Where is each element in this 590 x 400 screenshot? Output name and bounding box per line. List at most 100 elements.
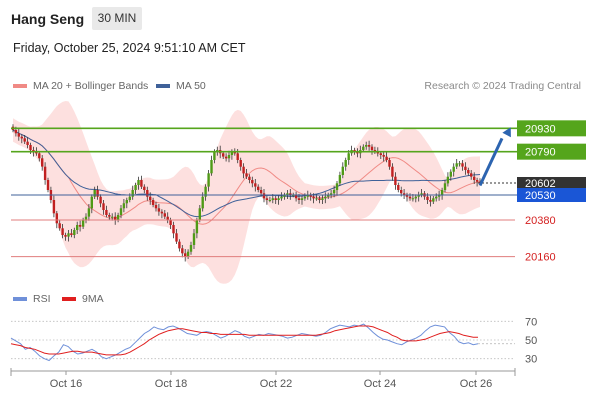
x-tick-label: Oct 26 (460, 378, 492, 390)
candle-body (329, 193, 333, 195)
candle-body (379, 153, 382, 155)
candle-body (55, 213, 58, 224)
legend-ma20: MA 20 + Bollinger Bands (13, 80, 148, 92)
time-axis: Oct 16 Oct 18 Oct 22 Oct 24 Oct 26 (10, 368, 516, 390)
candle-body (213, 151, 216, 160)
last-price-label: 20602 (525, 178, 556, 190)
candle-body (52, 200, 56, 214)
legend-ma50: MA 50 (156, 80, 206, 92)
candle-body (90, 196, 93, 209)
candle-body (437, 195, 441, 197)
candle-body (160, 211, 164, 214)
candle-body (76, 225, 79, 230)
candle-body (449, 171, 452, 177)
candle-body (93, 190, 96, 197)
candle-body (84, 216, 88, 220)
candle-body (344, 160, 347, 167)
candle-body (353, 150, 356, 152)
candle-body (154, 205, 158, 209)
candle-body (227, 155, 231, 159)
candle-body (119, 208, 123, 215)
candle-body (248, 176, 251, 180)
candle-body (64, 235, 67, 237)
candle-body (239, 160, 242, 167)
candle-body (146, 190, 149, 197)
candle-body (391, 166, 394, 177)
candle-body (143, 186, 146, 190)
x-tick-label: Oct 22 (260, 378, 292, 390)
rsi-line (10, 323, 479, 362)
candle-body (29, 145, 32, 150)
support-1-label: 20380 (525, 215, 556, 227)
candle-body (475, 180, 479, 182)
candle-body (192, 233, 196, 245)
candle-body (122, 203, 126, 209)
candle-body (300, 198, 304, 200)
candle-body (327, 195, 330, 197)
timeframe-button[interactable]: 30 MIN (92, 7, 142, 30)
candle-body (245, 173, 248, 177)
candle-body (198, 208, 201, 220)
candle-body (149, 196, 152, 200)
candle-body (473, 176, 476, 180)
candle-body (338, 175, 342, 184)
candle-body (23, 138, 26, 142)
candle-body (394, 176, 397, 185)
candle-body (175, 233, 178, 242)
legend-ma50-label: MA 50 (176, 80, 206, 92)
candle-body (376, 151, 379, 154)
candle-body (189, 245, 193, 252)
rsi-tick-50: 50 (525, 335, 537, 347)
candle-body (116, 215, 120, 220)
rsi-plot: 70 50 30 (10, 316, 537, 366)
candle-body (315, 198, 318, 200)
candle-body (251, 180, 254, 184)
candle-body (367, 145, 371, 147)
candle-body (440, 190, 444, 195)
legend-rsi: RSI (13, 293, 51, 305)
candle-body (73, 230, 76, 235)
candle-body (443, 183, 447, 190)
candle-body (201, 196, 204, 209)
candle-body (458, 163, 461, 165)
candle-body (265, 198, 269, 200)
candle-body (452, 166, 455, 172)
candle-body (408, 196, 412, 199)
candle-body (303, 196, 307, 199)
candle-body (222, 153, 225, 157)
candle-body (99, 196, 102, 204)
candle-body (186, 251, 190, 257)
candle-body (294, 195, 298, 199)
candle-body (41, 158, 44, 167)
candle-body (365, 145, 368, 147)
candle-body (26, 141, 29, 145)
candle-body (70, 233, 73, 235)
candle-body (385, 156, 388, 160)
candle-body (435, 196, 438, 199)
candle-body (114, 216, 117, 220)
rsi-tick-30: 30 (525, 354, 537, 366)
candle-body (195, 220, 199, 234)
credit-text: Research © 2024 Trading Central (424, 80, 581, 92)
candle-body (259, 190, 263, 194)
candle-body (432, 198, 435, 202)
candle-body (172, 225, 175, 234)
candle-body (402, 193, 406, 195)
candle-body (446, 176, 450, 184)
candle-body (286, 193, 289, 195)
candle-body (131, 190, 134, 197)
candle-body (67, 233, 70, 237)
candle-body (163, 213, 166, 217)
candle-body (125, 200, 128, 204)
candle-body (14, 130, 18, 134)
chart-header: Hang Seng 30 MIN (0, 0, 590, 38)
legend-ma20-label: MA 20 + Bollinger Bands (33, 80, 149, 92)
candle-body (467, 170, 470, 174)
x-tick-label: Oct 24 (364, 378, 396, 390)
candle-body (411, 198, 415, 200)
candle-body (137, 180, 140, 185)
rsi-swatch-icon (13, 297, 27, 301)
candle-body (166, 216, 169, 220)
